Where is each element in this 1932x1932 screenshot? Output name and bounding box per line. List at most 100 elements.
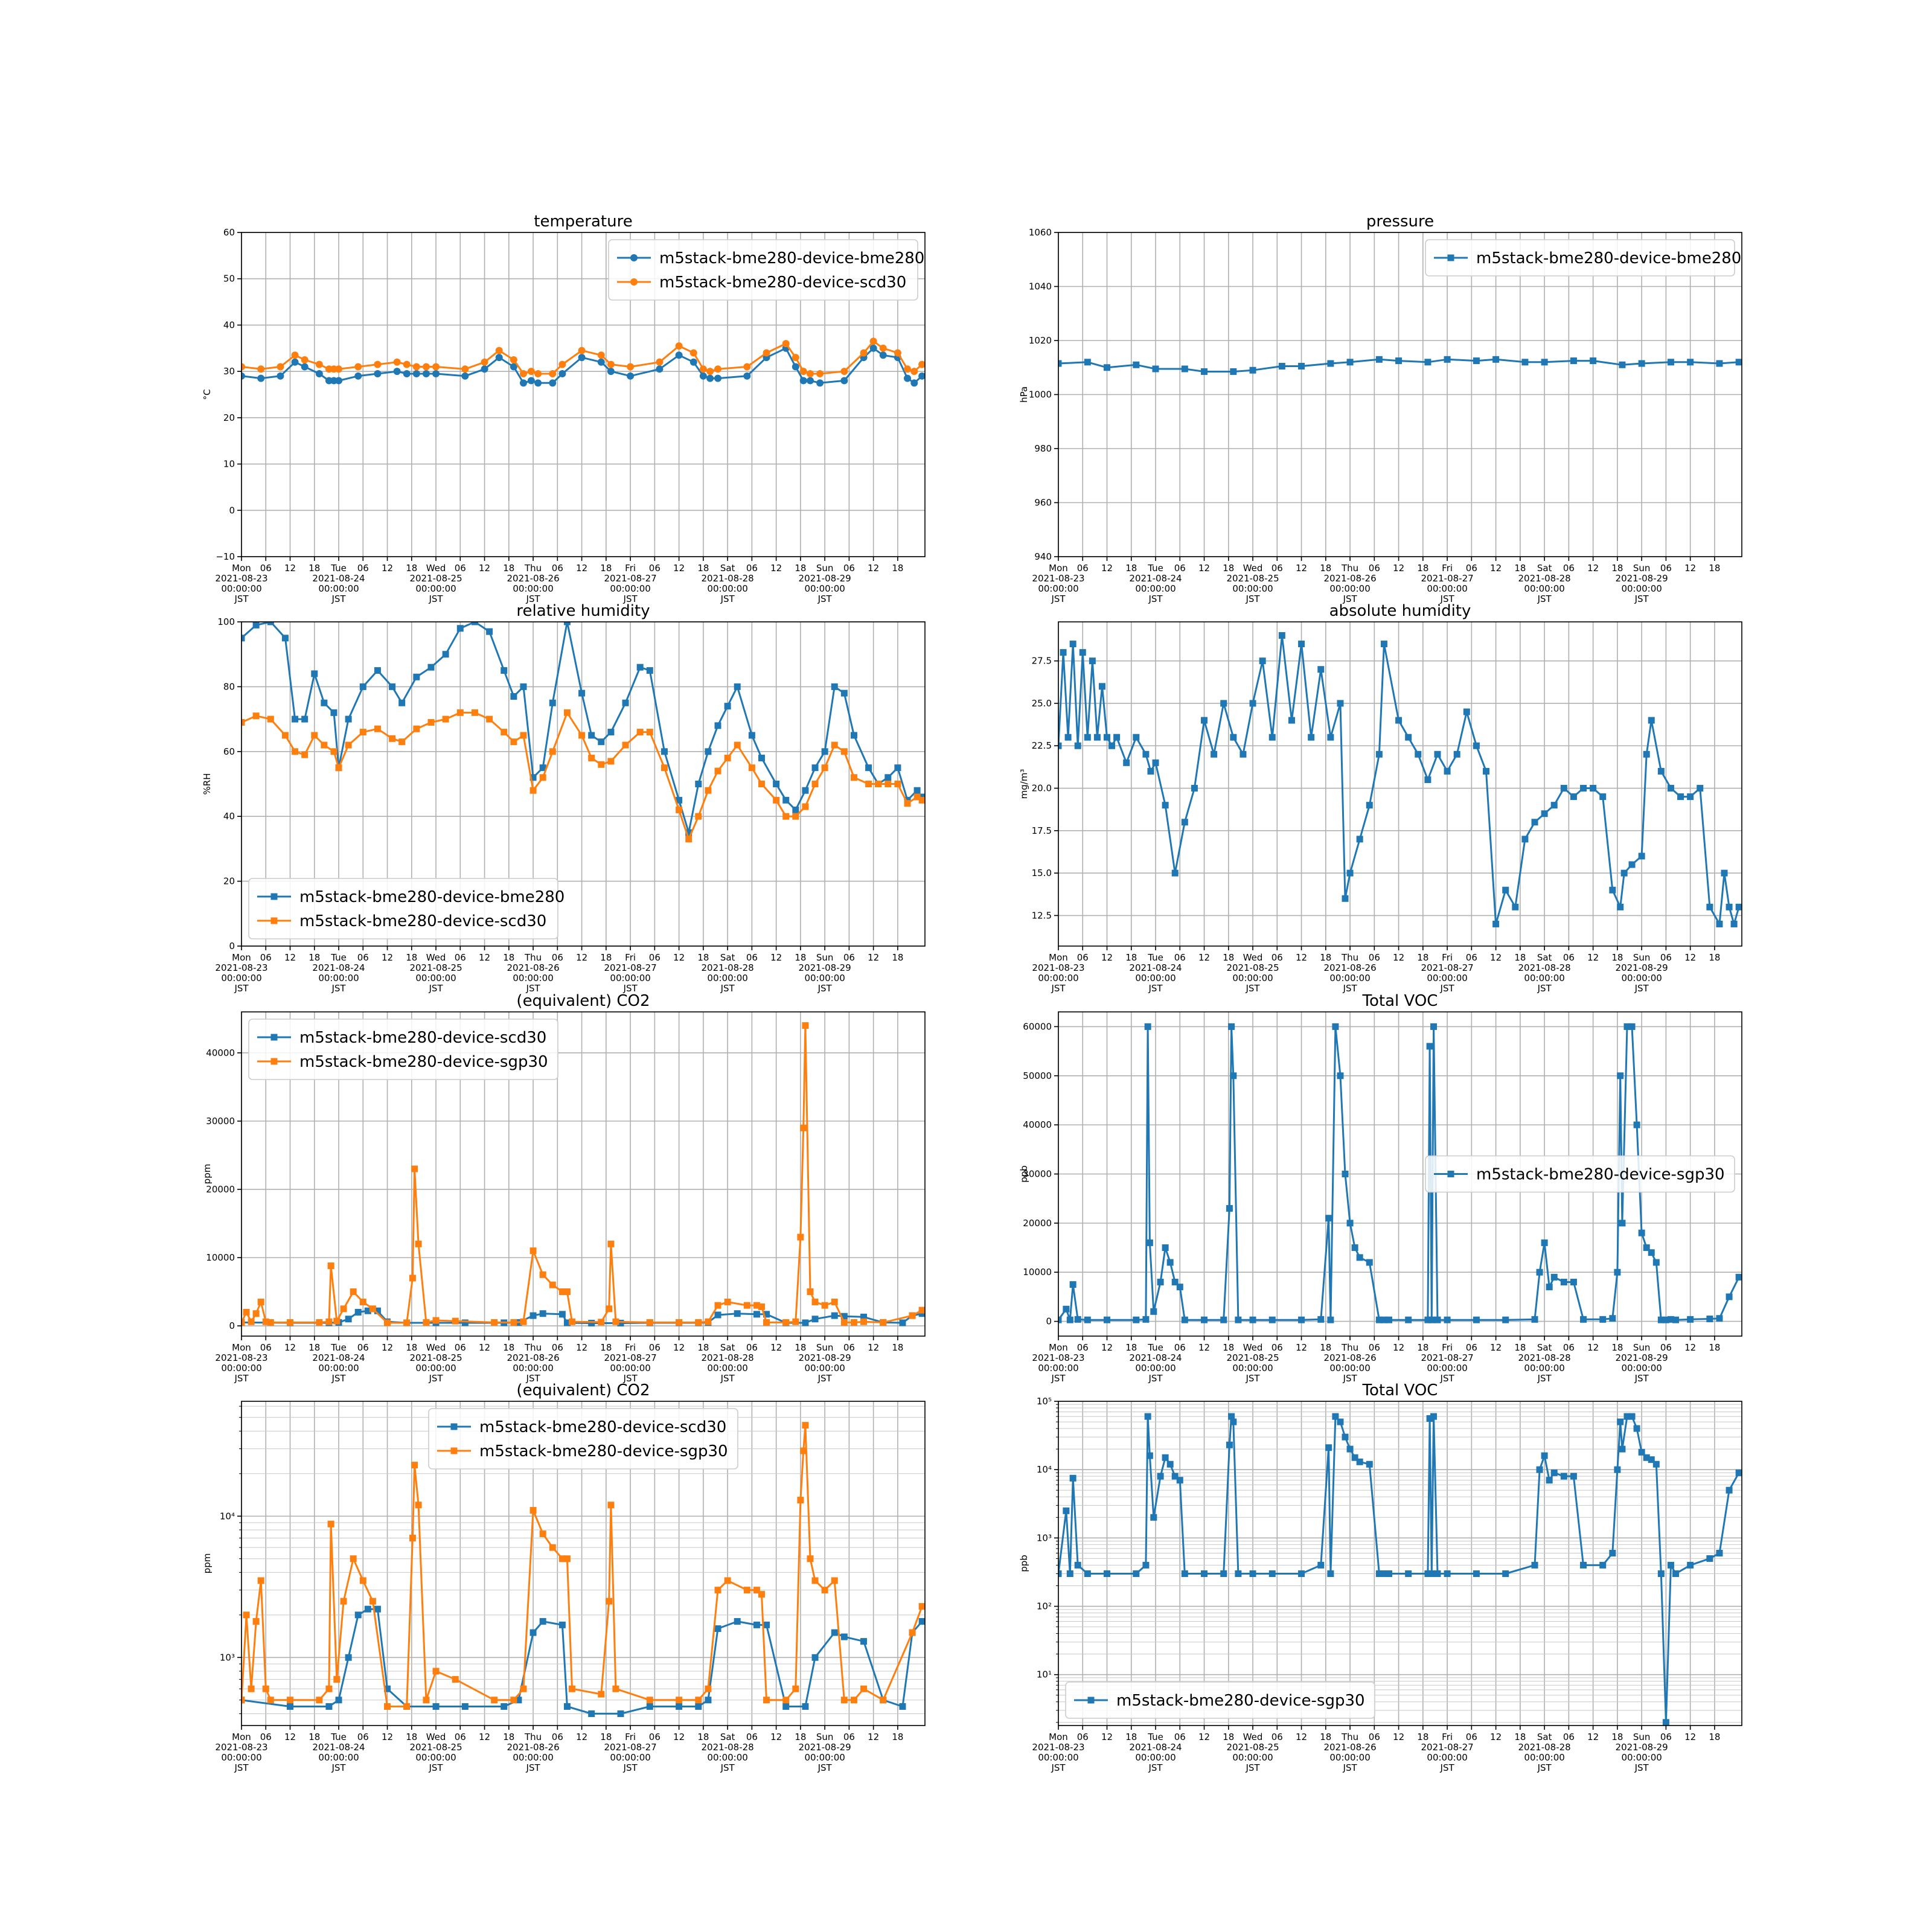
data-point [1162, 802, 1169, 809]
x-tick-line: JST [1634, 593, 1649, 604]
data-point [1638, 360, 1645, 367]
data-point [1463, 708, 1470, 715]
data-point [802, 787, 809, 794]
x-tick-label: Sat 2021-08-28 00:00:00 JST [1518, 563, 1571, 604]
x-tick-label: 06 [260, 1342, 272, 1353]
data-point [1089, 657, 1096, 665]
data-point [248, 1318, 255, 1325]
x-tick-line: 2021-08-25 [1226, 573, 1279, 584]
legend-entry-label: m5stack-bme280-device-scd30 [299, 912, 546, 930]
x-tick-line: 12 [868, 952, 879, 963]
data-point [1337, 700, 1344, 707]
legend: m5stack-bme280-device-bme280 [1425, 239, 1741, 277]
data-point [1492, 356, 1500, 363]
x-tick-line: JST [428, 593, 443, 604]
x-tick-line: 00:00:00 [610, 583, 650, 594]
data-point [257, 374, 265, 382]
x-tick-line: Wed [426, 1342, 446, 1353]
data-point [510, 1697, 517, 1704]
data-point [840, 689, 848, 697]
data-point [321, 741, 328, 749]
data-point [1716, 920, 1723, 927]
data-point [1146, 1452, 1153, 1459]
data-point [359, 1577, 366, 1584]
data-point [1356, 836, 1363, 843]
data-point [315, 369, 323, 377]
data-point [706, 374, 714, 382]
x-tick-line: Fri [1442, 1342, 1453, 1353]
data-point [646, 1697, 653, 1704]
data-point [689, 349, 697, 357]
data-point [773, 796, 780, 804]
data-point [811, 781, 819, 787]
x-tick-line: Mon [1049, 563, 1068, 574]
x-tick-label: 18 [795, 952, 806, 963]
x-tick-line: 12 [1198, 1732, 1210, 1742]
x-tick-line: 00:00:00 [707, 973, 747, 984]
legend-entry-label: m5stack-bme280-device-bme280 [299, 888, 565, 906]
x-tick-line: 00:00:00 [804, 1363, 845, 1374]
x-tick-line: Thu [524, 1342, 542, 1353]
data-point [918, 796, 925, 804]
data-point [510, 363, 517, 371]
data-point [821, 748, 828, 755]
data-point [432, 363, 440, 371]
x-tick-label: 12 [284, 1342, 296, 1353]
data-point [1201, 368, 1208, 375]
x-tick-label: 18 [309, 952, 320, 963]
data-point [860, 1685, 868, 1692]
x-tick-line: 06 [1563, 952, 1575, 963]
data-point [606, 1305, 613, 1313]
x-tick-label: 06 [1174, 1732, 1186, 1742]
x-tick-label: Tue 2021-08-24 00:00:00 JST [1129, 1732, 1182, 1773]
y-tick-label: 40000 [206, 1048, 235, 1058]
data-point [427, 718, 435, 726]
data-point [501, 1703, 508, 1710]
x-tick-line: JST [1440, 1373, 1455, 1384]
data-point [335, 365, 343, 373]
data-point [1648, 717, 1655, 724]
legend-swatch-marker [450, 1423, 458, 1430]
x-tick-line: 06 [1369, 563, 1380, 574]
data-point [811, 764, 819, 772]
x-tick-line: 2021-08-24 [312, 1352, 365, 1363]
x-tick-line: JST [1343, 983, 1358, 994]
x-tick-line: 00:00:00 [221, 1363, 261, 1374]
data-point [1735, 903, 1742, 910]
data-point [277, 363, 284, 371]
data-point [743, 363, 751, 371]
x-tick-label: 12 [1101, 1732, 1113, 1742]
x-tick-label: Tue 2021-08-24 00:00:00 JST [312, 1342, 365, 1384]
x-tick-line: 2021-08-27 [1421, 573, 1474, 584]
x-tick-line: 18 [503, 563, 514, 574]
data-point [1133, 734, 1140, 741]
x-tick-line: 00:00:00 [1524, 973, 1564, 984]
data-point [1278, 632, 1285, 639]
data-point [880, 1697, 887, 1704]
data-point [695, 1703, 702, 1710]
data-point [529, 1312, 537, 1319]
data-point [840, 748, 848, 755]
y-tick-label: 0 [229, 1320, 235, 1331]
x-tick-line: 12 [576, 1342, 587, 1353]
data-point [354, 372, 362, 380]
data-point [1317, 1316, 1325, 1323]
data-point [1721, 869, 1728, 877]
x-tick-line: 2021-08-26 [1323, 962, 1376, 973]
x-tick-line: 2021-08-28 [702, 1352, 754, 1363]
x-tick-line: 2021-08-29 [799, 962, 851, 973]
data-point [1268, 1316, 1276, 1323]
data-point [782, 813, 790, 820]
x-tick-label: 12 [382, 563, 393, 574]
x-tick-label: 12 [1296, 1732, 1307, 1742]
x-tick-line: JST [428, 983, 443, 994]
x-tick-line: 2021-08-28 [702, 962, 754, 973]
x-tick-line: 12 [382, 1732, 393, 1742]
data-point [262, 1318, 269, 1325]
x-tick-line: 2021-08-27 [604, 1742, 657, 1753]
data-point [699, 372, 707, 380]
data-point [588, 1710, 595, 1717]
x-tick-line: JST [817, 1373, 833, 1384]
x-tick-line: 12 [1296, 563, 1307, 574]
